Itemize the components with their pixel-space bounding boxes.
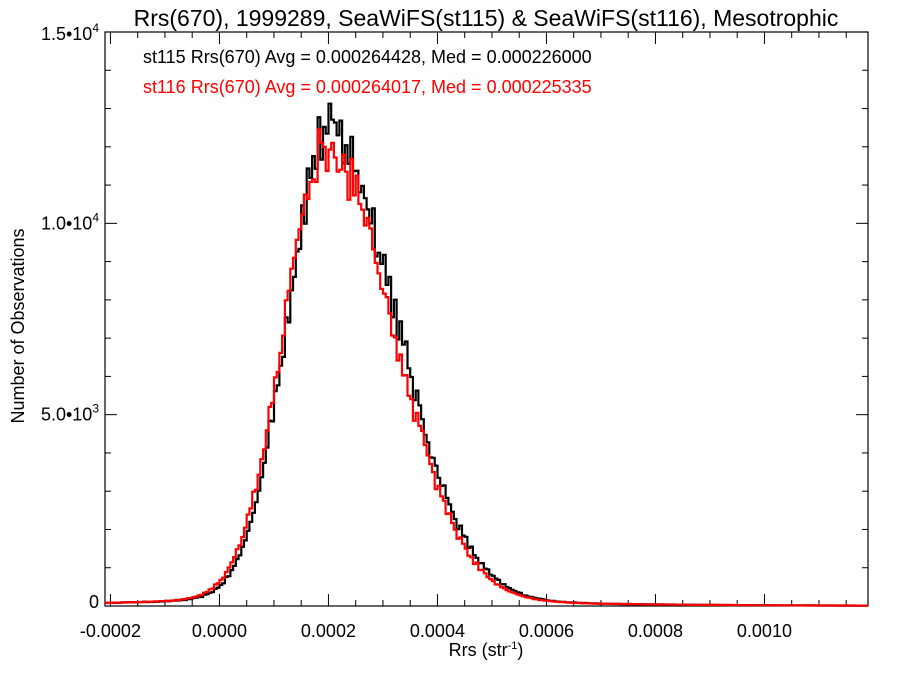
y-tick-label: 5.0•103 bbox=[41, 402, 99, 425]
y-axis-label: Number of Observations bbox=[8, 228, 28, 423]
x-axis-label-suffix: ) bbox=[517, 640, 523, 660]
x-axis-label: Rrs (str-1) bbox=[449, 640, 524, 660]
y-tick-label: 1.0•104 bbox=[41, 210, 99, 233]
plot-frame bbox=[104, 31, 869, 607]
chart-title: Rrs(670), 1999289, SeaWiFS(st115) & SeaW… bbox=[134, 5, 839, 31]
x-tick-label: 0.0002 bbox=[301, 621, 356, 641]
x-tick-label: 0.0006 bbox=[519, 621, 574, 641]
y-tick-label: 1.5•104 bbox=[41, 21, 99, 44]
x-tick-label: 0.0000 bbox=[192, 621, 247, 641]
x-axis-label-main: Rrs (str bbox=[449, 640, 508, 660]
x-tick-label: 0.0004 bbox=[410, 621, 465, 641]
x-tick-label: 0.0008 bbox=[628, 621, 683, 641]
x-tick-label: 0.0010 bbox=[737, 621, 792, 641]
ticks-layer: -0.0002 0.0000 0.0002 0.0004 0.0006 0.0008 0.0… bbox=[41, 21, 868, 641]
annotation-st116: st116 Rrs(670) Avg = 0.000264017, Med = … bbox=[143, 77, 592, 97]
series-line-st115 bbox=[105, 102, 868, 607]
series-layer bbox=[105, 102, 868, 607]
series-line-st116 bbox=[105, 128, 868, 607]
x-axis-label-sup: -1 bbox=[508, 640, 518, 652]
y-tick-label: 0 bbox=[89, 592, 99, 612]
annotation-st115: st115 Rrs(670) Avg = 0.000264428, Med = … bbox=[143, 47, 592, 67]
x-tick-label: -0.0002 bbox=[80, 621, 141, 641]
